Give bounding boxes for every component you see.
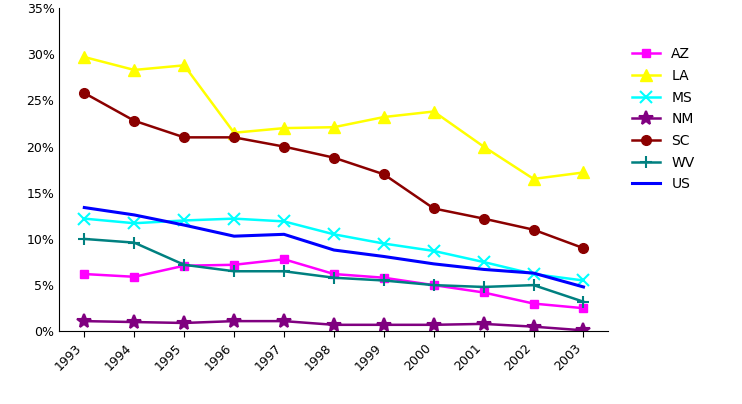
- LA: [430, 109, 439, 114]
- SC: [229, 135, 238, 140]
- Line: MS: MS: [79, 213, 589, 286]
- AZ: [229, 262, 238, 267]
- LA: [130, 67, 139, 72]
- SC: [579, 246, 588, 250]
- LA: [479, 144, 488, 149]
- NM: [180, 320, 188, 325]
- AZ: [329, 271, 338, 276]
- US: [180, 223, 188, 227]
- SC: [379, 172, 388, 177]
- WV: [479, 284, 488, 289]
- AZ: [579, 306, 588, 311]
- NM: [479, 322, 488, 326]
- NM: [80, 319, 89, 324]
- US: [130, 213, 139, 217]
- MS: [379, 241, 388, 246]
- AZ: [430, 283, 439, 288]
- US: [379, 254, 388, 259]
- NM: [329, 322, 338, 327]
- MS: [280, 219, 289, 224]
- WV: [430, 283, 439, 288]
- AZ: [80, 271, 89, 276]
- NM: [379, 322, 388, 327]
- WV: [379, 278, 388, 283]
- NM: [130, 320, 139, 324]
- AZ: [280, 257, 289, 262]
- LA: [579, 170, 588, 175]
- Line: NM: NM: [77, 314, 591, 337]
- LA: [229, 130, 238, 135]
- SC: [180, 135, 188, 140]
- Line: AZ: AZ: [80, 255, 588, 312]
- MS: [329, 232, 338, 237]
- LA: [529, 177, 538, 181]
- MS: [229, 216, 238, 221]
- NM: [529, 324, 538, 329]
- WV: [280, 269, 289, 274]
- MS: [180, 218, 188, 223]
- AZ: [130, 274, 139, 279]
- Legend: AZ, LA, MS, NM, SC, WV, US: AZ, LA, MS, NM, SC, WV, US: [632, 47, 695, 191]
- WV: [529, 283, 538, 288]
- LA: [80, 55, 89, 59]
- LA: [329, 125, 338, 130]
- LA: [280, 126, 289, 130]
- MS: [479, 260, 488, 265]
- US: [80, 205, 89, 210]
- WV: [80, 236, 89, 241]
- MS: [579, 278, 588, 283]
- WV: [579, 299, 588, 304]
- US: [329, 248, 338, 252]
- NM: [280, 319, 289, 324]
- WV: [329, 275, 338, 280]
- SC: [80, 90, 89, 95]
- SC: [430, 206, 439, 211]
- US: [280, 232, 289, 237]
- US: [430, 261, 439, 266]
- SC: [479, 216, 488, 221]
- WV: [130, 240, 139, 245]
- Line: SC: SC: [79, 88, 588, 253]
- SC: [529, 227, 538, 232]
- AZ: [479, 290, 488, 295]
- US: [229, 234, 238, 239]
- US: [579, 284, 588, 289]
- MS: [430, 248, 439, 253]
- MS: [529, 271, 538, 276]
- WV: [229, 269, 238, 274]
- SC: [130, 118, 139, 123]
- SC: [280, 144, 289, 149]
- Line: LA: LA: [79, 51, 589, 185]
- US: [529, 271, 538, 276]
- SC: [329, 155, 338, 160]
- US: [479, 267, 488, 272]
- Line: US: US: [85, 208, 583, 287]
- AZ: [379, 275, 388, 280]
- LA: [180, 63, 188, 68]
- NM: [229, 319, 238, 324]
- Line: WV: WV: [78, 233, 590, 308]
- WV: [180, 262, 188, 267]
- NM: [430, 322, 439, 327]
- MS: [80, 216, 89, 221]
- NM: [579, 328, 588, 333]
- AZ: [529, 301, 538, 306]
- AZ: [180, 263, 188, 268]
- LA: [379, 115, 388, 120]
- MS: [130, 221, 139, 226]
